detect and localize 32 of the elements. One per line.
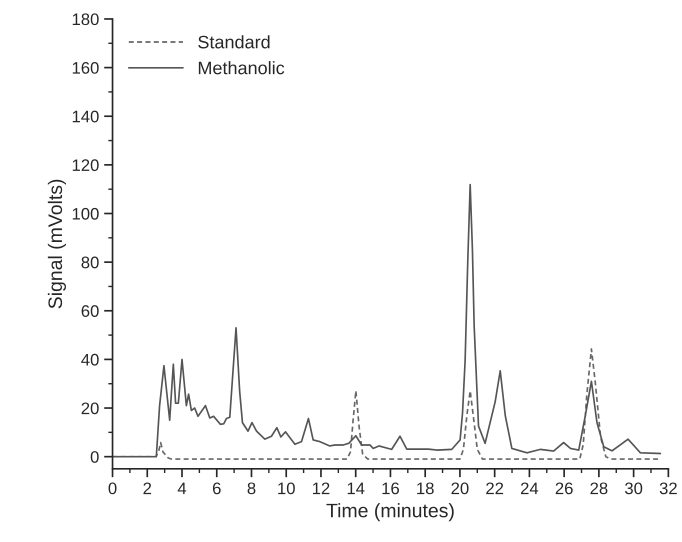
x-tick-label: 0	[108, 482, 117, 494]
x-tick-label: 8	[248, 482, 256, 494]
y-tick-label: 160	[72, 62, 99, 74]
x-tick-label: 20	[451, 482, 469, 494]
y-tick-label: 120	[72, 159, 99, 172]
line-series	[112, 184, 662, 458]
x-tick-label: 2	[143, 482, 152, 494]
x-axis-title: Time (minutes)	[326, 503, 454, 522]
x-tick-label: 6	[212, 482, 221, 494]
y-tick-label: 60	[82, 305, 99, 317]
x-tick-label: 28	[590, 482, 608, 494]
y-tick-label: 40	[81, 354, 99, 366]
x-tick-label: 10	[278, 482, 295, 494]
y-tick-label: 0	[90, 451, 99, 463]
x-tick-label: 30	[624, 482, 642, 494]
y-tick-label: 180	[72, 13, 99, 26]
y-tick-label: 100	[72, 208, 99, 220]
y-axis-title: Signal (mVolts)	[48, 180, 66, 308]
y-tick-label: 80	[82, 256, 99, 268]
y-tick-label: 140	[72, 110, 99, 122]
x-tick-label: 22	[486, 482, 504, 494]
x-tick-label: 12	[312, 482, 330, 494]
x-tick-label: 14	[348, 482, 364, 494]
legend-label: Standard	[198, 35, 270, 48]
x-tick-label: 24	[520, 482, 538, 494]
legend-label: Methanolic	[198, 61, 284, 74]
x-tick-label: 4	[178, 482, 186, 494]
x-tick-label: 16	[382, 482, 399, 494]
x-tick-label: 32	[660, 482, 677, 494]
x-tick-label: 18	[417, 482, 434, 494]
x-tick-label: 26	[556, 482, 573, 494]
y-tick-label: 20	[82, 402, 99, 414]
